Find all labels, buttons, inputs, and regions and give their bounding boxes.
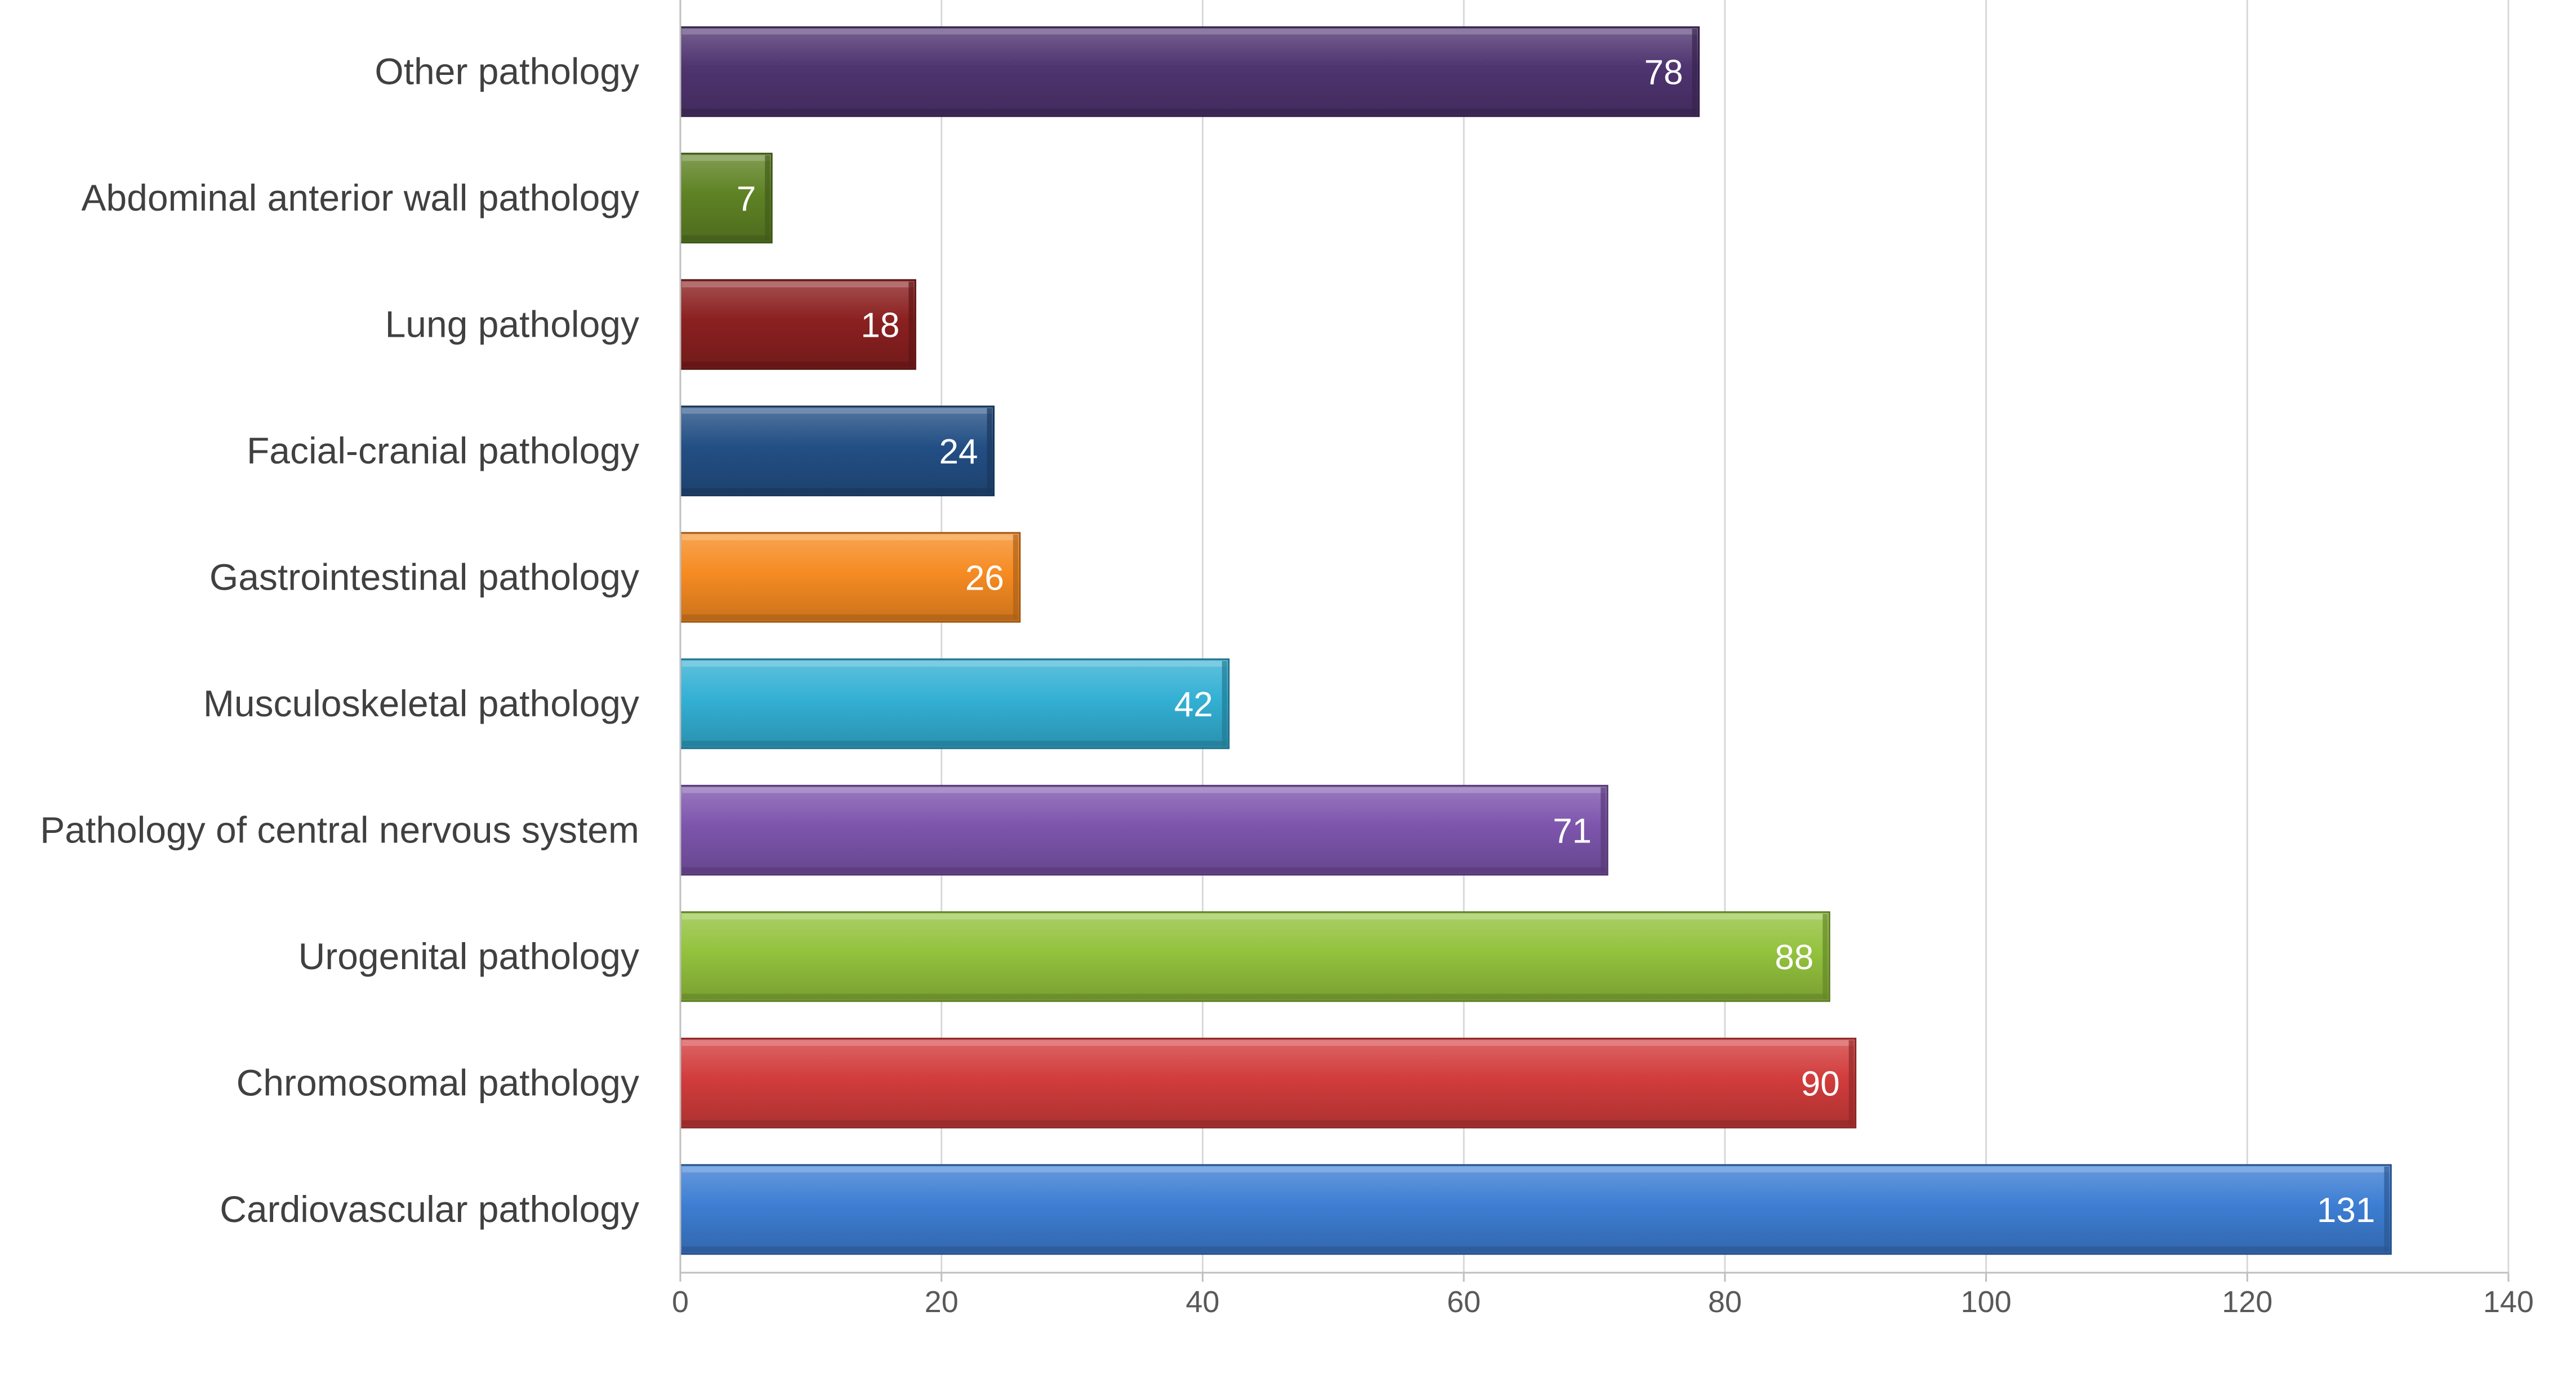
bar-data-label: 131: [2317, 1191, 2375, 1230]
bar-bevel-top: [682, 661, 1227, 667]
category-label: Other pathology: [375, 50, 639, 92]
x-tick-label: 0: [672, 1285, 689, 1319]
bar-bevel-right: [1222, 661, 1227, 747]
bar-rect: [679, 1037, 1857, 1129]
bar-data-label: 71: [1553, 811, 1592, 850]
bar-bevel-bottom: [682, 993, 1828, 1000]
category-label: Urogenital pathology: [298, 935, 639, 977]
bar-bevel-top: [682, 282, 914, 288]
bar-bevel-bottom: [682, 1120, 1854, 1126]
bar-bevel-right: [1822, 913, 1828, 1000]
bar: 90: [679, 1037, 1857, 1129]
grid-lines: [941, 0, 2510, 1273]
bar-rect: [679, 153, 773, 244]
bar-data-label: 26: [965, 559, 1004, 597]
bar-bevel-top: [682, 787, 1606, 793]
bar-bevel-top: [682, 408, 992, 414]
bar: 71: [679, 784, 1608, 876]
category-label: Chromosomal pathology: [237, 1062, 639, 1103]
x-tick-label: 120: [2222, 1285, 2272, 1319]
bar: 24: [679, 405, 995, 497]
bar-bevel-top: [682, 1040, 1854, 1046]
bar-bevel-bottom: [682, 867, 1606, 873]
bar-rect: [679, 784, 1608, 876]
x-axis: 0 20 40 60 80 100 120 140: [672, 0, 2534, 1319]
bar-data-label: 88: [1775, 938, 1813, 977]
bar: 131: [679, 1164, 2392, 1255]
bar-bevel-right: [1601, 787, 1606, 873]
category-label: Cardiovascular pathology: [220, 1188, 639, 1230]
category-label: Lung pathology: [385, 303, 639, 345]
x-tick-label: 80: [1708, 1285, 1742, 1319]
bar-bevel-right: [908, 282, 914, 368]
category-label: Facial-cranial pathology: [247, 430, 639, 471]
category-label: Gastrointestinal pathology: [210, 556, 639, 597]
bar-bevel-right: [1848, 1040, 1854, 1126]
bar-rect: [679, 1164, 2392, 1255]
bar-data-label: 24: [939, 432, 978, 471]
bar-data-label: 18: [861, 306, 899, 345]
bar-rect: [679, 658, 1230, 750]
bar-data-label: 7: [737, 180, 756, 218]
x-tick-label: 60: [1447, 1285, 1481, 1319]
bar-bevel-bottom: [682, 741, 1227, 747]
bar-bevel-top: [682, 913, 1828, 920]
category-label: Musculoskeletal pathology: [203, 683, 639, 724]
bar: 42: [679, 658, 1230, 750]
bar-bevel-top: [682, 155, 770, 161]
category-label: Pathology of central nervous system: [40, 809, 639, 850]
bar-bevel-right: [2384, 1166, 2390, 1252]
bar-rect: [679, 279, 916, 370]
bar-bevel-right: [1692, 29, 1697, 115]
bar-data-label: 78: [1644, 53, 1683, 92]
bar: 78: [679, 26, 1700, 117]
x-tick-label: 140: [2483, 1285, 2534, 1319]
x-tick-label: 40: [1186, 1285, 1219, 1319]
bar-rect: [679, 26, 1700, 117]
bar-data-label: 42: [1174, 685, 1213, 724]
x-tick-label: 20: [925, 1285, 959, 1319]
bar-bevel-right: [987, 408, 992, 494]
bar-rect: [679, 911, 1830, 1002]
bar-bevel-bottom: [682, 362, 914, 368]
bar-bevel-right: [1013, 534, 1018, 621]
bar-bevel-bottom: [682, 109, 1697, 115]
bar-bevel-top: [682, 1166, 2390, 1172]
bar-bevel-bottom: [682, 488, 992, 494]
bar-data-label: 90: [1801, 1064, 1840, 1103]
bar-bevel-right: [765, 155, 770, 241]
bar-bevel-bottom: [682, 235, 770, 241]
bar-bevel-top: [682, 29, 1697, 35]
bar: 26: [679, 532, 1021, 623]
bar-bevel-bottom: [682, 1246, 2390, 1252]
bar: 7: [679, 153, 773, 244]
bar-bevel-bottom: [682, 614, 1018, 621]
bar-bevel-top: [682, 534, 1018, 541]
bar: 88: [679, 911, 1830, 1002]
category-label: Abdominal anterior wall pathology: [81, 177, 639, 218]
x-tick-label: 100: [1961, 1285, 2012, 1319]
bar: 18: [679, 279, 916, 370]
bars: 131 90 88 71 42 26 24 18 7 78: [679, 26, 2392, 1255]
bar-rect: [679, 405, 995, 497]
category-labels: Cardiovascular pathology Chromosomal path…: [40, 50, 639, 1230]
